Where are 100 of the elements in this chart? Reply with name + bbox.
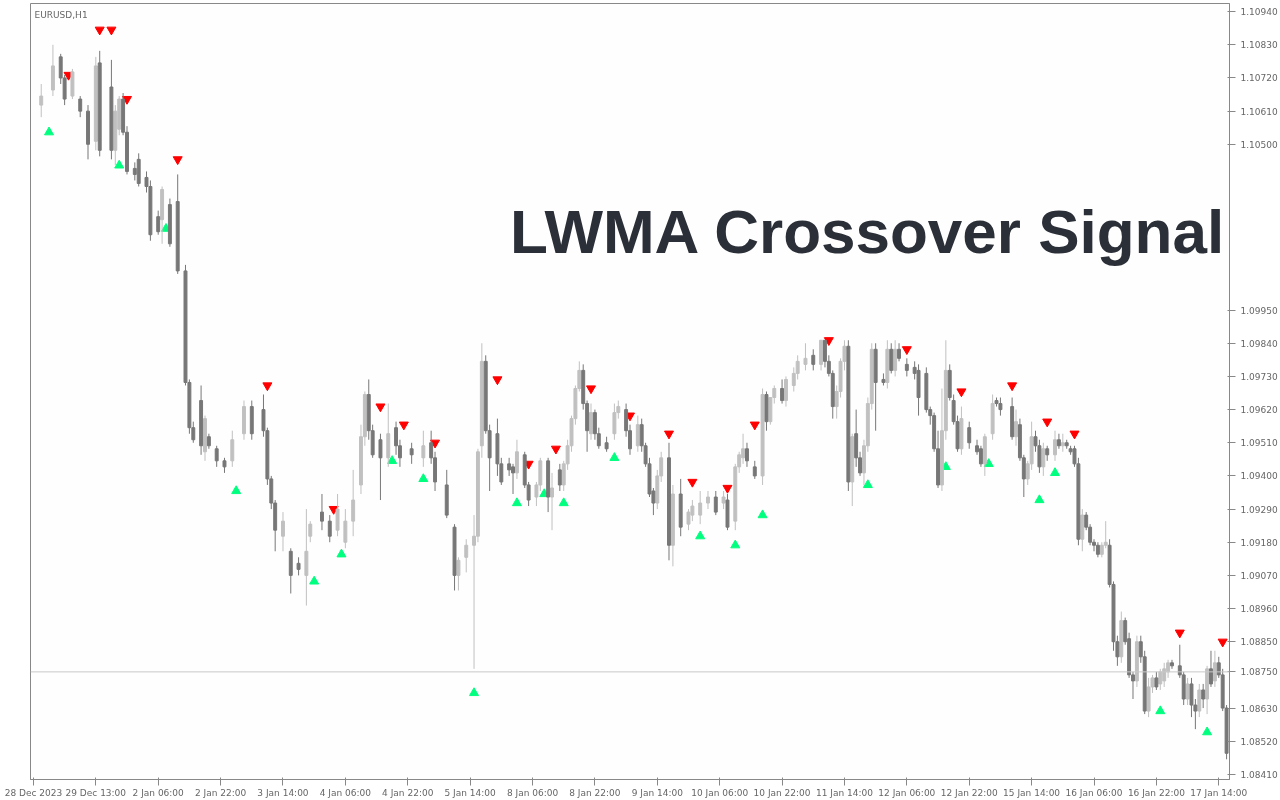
candlestick [904, 357, 909, 377]
candlestick [456, 556, 461, 591]
x-tick-label: 8 Jan 22:00 [569, 787, 621, 798]
y-tick-label: 1.08520 [1240, 736, 1278, 747]
y-tick-label: 1.10610 [1240, 106, 1278, 117]
candlestick [78, 95, 83, 118]
candlestick [1014, 409, 1018, 447]
candlestick [335, 493, 340, 537]
point [586, 385, 597, 395]
text: LWMA Crossover Signal [509, 197, 1225, 266]
point [862, 479, 873, 489]
candlestick [378, 433, 383, 501]
point [106, 26, 117, 36]
candlestick [745, 442, 749, 468]
x-tick-label: 17 Jan 14:00 [1190, 787, 1248, 798]
point [1042, 418, 1053, 428]
candlestick [514, 439, 519, 480]
point [387, 455, 398, 464]
point [823, 337, 834, 346]
candlestick [893, 339, 898, 377]
y-tick-label: 1.10720 [1240, 73, 1278, 84]
candlestick [320, 493, 324, 531]
point [1155, 705, 1166, 715]
x-tick-label: 8 Jan 06:00 [506, 787, 559, 798]
y-tick-label: 1.09290 [1240, 504, 1278, 515]
candlestick [897, 342, 902, 362]
ref-line-label: 1.08750 [1240, 667, 1278, 678]
candlestick [214, 445, 219, 468]
y-tick-label: 1.09730 [1240, 371, 1278, 382]
y-tick-label: 1.09510 [1240, 438, 1278, 449]
x-tick-label: 11 Jan 14:00 [815, 787, 874, 798]
y-tick-label: 1.10830 [1240, 40, 1278, 51]
candlestick [784, 375, 788, 408]
candlestick [589, 403, 593, 441]
point [375, 403, 386, 413]
x-tick-label: 12 Jan 06:00 [878, 787, 936, 798]
point [418, 473, 429, 483]
point [550, 445, 561, 455]
x-tick-label: 4 Jan 06:00 [319, 787, 372, 798]
y-tick-label: 1.09840 [1240, 338, 1278, 349]
point [722, 484, 733, 494]
candlestick [1201, 683, 1206, 709]
y-tick-label: 1.09180 [1240, 537, 1278, 548]
point [309, 575, 320, 585]
y-tick-label: 1.09400 [1240, 471, 1278, 482]
y-tick-label: 1.10940 [1240, 7, 1278, 18]
x-tick-label: 5 Jan 14:00 [444, 787, 497, 798]
point [1034, 494, 1045, 504]
candlestick [409, 442, 414, 465]
candlestick [635, 415, 640, 453]
candlestick [464, 538, 469, 573]
point [687, 478, 698, 488]
y-tick-label: 1.08960 [1240, 604, 1278, 615]
y-tick-label: 1.08850 [1240, 637, 1278, 648]
candlestick [1053, 430, 1057, 462]
candlestick [156, 210, 161, 236]
candlestick [713, 490, 718, 516]
point [1202, 726, 1213, 736]
x-tick-label: 4 Jan 22:00 [382, 787, 434, 798]
x-tick-label: 2 Jan 22:00 [194, 787, 247, 798]
candlestick [967, 421, 972, 450]
candlestick [612, 403, 617, 441]
candlestick [752, 460, 757, 480]
candlestick [230, 430, 235, 468]
x-tick-label: 2 Jan 06:00 [132, 787, 185, 798]
point [172, 156, 183, 166]
candlestick [421, 430, 426, 468]
x-tick-label: 29 Dec 13:00 [65, 787, 127, 798]
point [262, 382, 273, 392]
candlestick [132, 161, 137, 181]
candlestick [780, 378, 785, 405]
candlestick [1154, 671, 1159, 691]
candlestick [889, 342, 894, 374]
candlestick [1170, 659, 1174, 670]
x-tick-label: 15 Jan 14:00 [1003, 787, 1061, 798]
point [730, 539, 741, 549]
y-tick-label: 1.08410 [1240, 769, 1278, 780]
y-tick-label: 1.10500 [1240, 139, 1278, 150]
candlestick [557, 463, 562, 492]
text: EURUSD,H1 [34, 9, 88, 20]
candlestick [343, 508, 348, 549]
point [956, 388, 967, 398]
candlestick [698, 490, 703, 525]
point [901, 346, 912, 355]
point [609, 452, 620, 461]
y-tick-label: 1.08630 [1240, 703, 1278, 714]
candlestick [1056, 433, 1061, 450]
point [231, 485, 242, 495]
candlestick [1209, 650, 1213, 688]
point [749, 421, 760, 431]
candlestick [296, 556, 301, 576]
point [469, 687, 480, 697]
point [511, 497, 522, 507]
x-tick-label: 16 Jan 22:00 [1127, 787, 1186, 798]
candlestick [351, 469, 356, 537]
x-tick-label: 10 Jan 06:00 [691, 787, 749, 798]
point [336, 548, 347, 558]
point [122, 95, 132, 105]
candlestick [39, 83, 44, 118]
y-tick-label: 1.09950 [1240, 305, 1278, 316]
